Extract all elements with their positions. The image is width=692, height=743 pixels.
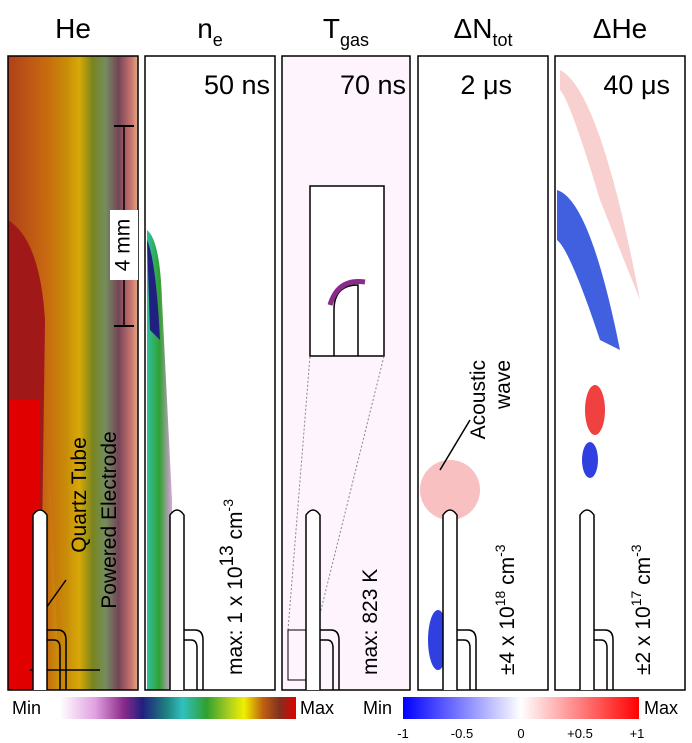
colorbar-max: Max bbox=[644, 698, 678, 718]
max-label: max: 823 K bbox=[359, 569, 382, 675]
colorbar-tick: -1 bbox=[397, 726, 409, 741]
max-unit: cm bbox=[224, 511, 247, 545]
colorbar-tick: +0.5 bbox=[567, 726, 593, 741]
colorbar-max: Max bbox=[300, 698, 334, 718]
time-label: 50 ns bbox=[204, 70, 270, 100]
max-prefix: max: 1 x 10 bbox=[224, 566, 247, 675]
time-label: 70 ns bbox=[340, 70, 406, 100]
tube bbox=[580, 510, 594, 690]
electrode-label: Powered Electrode bbox=[98, 431, 121, 608]
colorbar-min: Min bbox=[363, 698, 392, 718]
scale-label: 4 mm bbox=[112, 219, 135, 272]
title-sub: tot bbox=[492, 30, 512, 50]
tube bbox=[170, 510, 184, 690]
panel-ne bbox=[145, 56, 275, 690]
panel-title: ΔHe bbox=[593, 13, 648, 44]
title-sub: gas bbox=[340, 30, 369, 50]
panel-tgas bbox=[282, 56, 410, 690]
title-main: n bbox=[197, 13, 213, 44]
annotation: wave bbox=[492, 360, 515, 410]
panel-dhe bbox=[555, 56, 685, 690]
max-unit: cm bbox=[632, 557, 655, 591]
figure: He ne Tgas ΔNtot ΔHe 4 mm Quartz Tube Po… bbox=[0, 0, 692, 743]
panel-title: ne bbox=[197, 13, 223, 50]
panel-title: ΔNtot bbox=[454, 13, 513, 50]
panel-title: Tgas bbox=[323, 13, 369, 50]
max-exp: 18 bbox=[492, 590, 508, 606]
max-label: ±4 x 1018 cm-3 bbox=[492, 544, 519, 675]
title-sub: e bbox=[213, 30, 223, 50]
tube bbox=[33, 510, 47, 690]
panel-he: 4 mm Quartz Tube Powered Electrode bbox=[8, 56, 138, 690]
max-exp: 13 bbox=[217, 545, 238, 566]
inset bbox=[310, 186, 384, 356]
time-label: 40 μs bbox=[603, 70, 670, 100]
tube bbox=[306, 510, 320, 690]
time-label: 2 μs bbox=[460, 70, 512, 100]
dhe-negative bbox=[582, 442, 598, 478]
max-prefix: ±2 x 10 bbox=[632, 606, 655, 675]
colorbar-tick: 0 bbox=[517, 726, 524, 741]
max-unit-exp: -3 bbox=[220, 499, 236, 512]
panel-dntot: Acoustic wave bbox=[418, 56, 548, 690]
title-main: T bbox=[323, 13, 340, 44]
colorbar-tick: +1 bbox=[630, 726, 645, 741]
tube bbox=[443, 510, 457, 690]
tube-label: Quartz Tube bbox=[68, 437, 91, 553]
colorbar bbox=[403, 697, 639, 719]
max-exp: 17 bbox=[628, 590, 644, 606]
dhe-field bbox=[555, 56, 685, 690]
max-unit-exp: -3 bbox=[628, 544, 644, 557]
colorbar-min: Min bbox=[12, 698, 41, 718]
max-prefix: ±4 x 10 bbox=[496, 606, 519, 675]
max-prefix: max: 823 K bbox=[359, 569, 382, 675]
colorbar-tick: -0.5 bbox=[451, 726, 473, 741]
max-unit-exp: -3 bbox=[492, 544, 508, 557]
annotation: Acoustic bbox=[467, 360, 490, 439]
title-main: ΔN bbox=[454, 13, 493, 44]
max-label: ±2 x 1017 cm-3 bbox=[628, 544, 655, 675]
max-unit: cm bbox=[496, 557, 519, 591]
colorbar-ticks: -1 -0.5 0 +0.5 +1 bbox=[397, 726, 644, 741]
dhe-positive bbox=[585, 385, 605, 435]
panel-title: He bbox=[55, 13, 91, 44]
colorbar bbox=[60, 697, 296, 719]
panel-frame bbox=[282, 56, 410, 690]
